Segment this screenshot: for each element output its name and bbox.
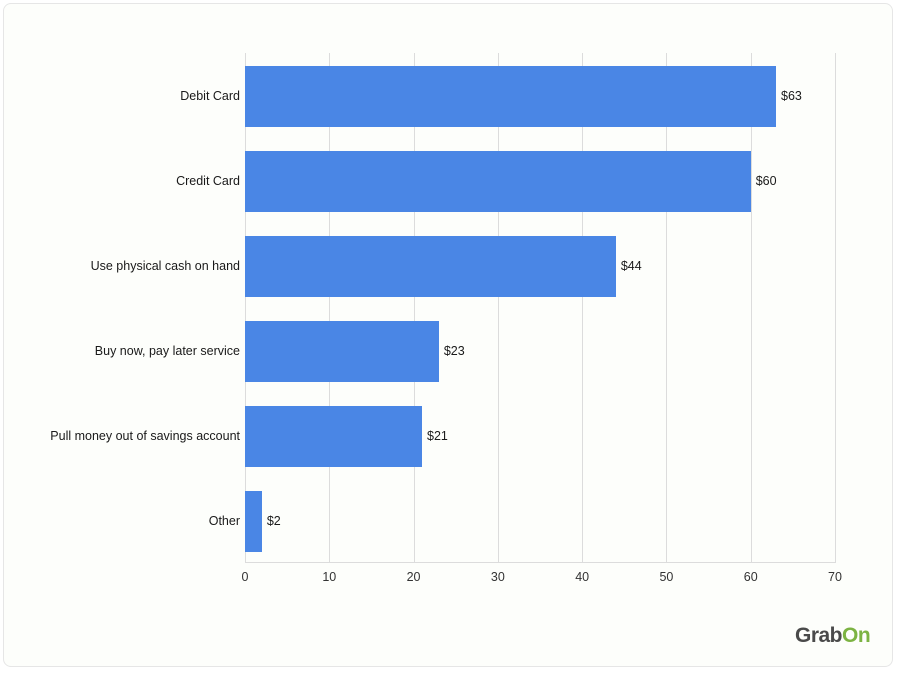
category-label: Other [208,514,240,528]
bar-value-label: $63 [781,89,802,103]
gridline [497,53,499,563]
x-tick-label: 70 [828,570,842,584]
x-axis-line [245,562,835,563]
gridline [582,53,584,563]
bar [245,321,439,382]
grabon-logo: GrabOn [795,624,871,647]
x-tick-label: 0 [241,570,249,584]
x-tick-label: 50 [659,570,674,584]
bar-value-label: $44 [620,259,642,273]
category-label: Use physical cash on hand [90,259,240,273]
bar [245,406,422,467]
bar [245,151,751,212]
bar [245,236,616,297]
bar-value-label: $60 [755,174,777,188]
bar [245,66,776,127]
x-tick-label: 30 [490,570,505,584]
x-tick-label: 60 [743,570,758,584]
category-label: Debit Card [180,89,240,103]
bar-value-label: $2 [266,514,281,528]
category-label: Buy now, pay later service [94,344,240,358]
bar-value-label: $21 [427,429,448,443]
category-label: Credit Card [176,174,240,188]
gridline [750,53,752,563]
gridline [329,53,331,563]
category-label: Pull money out of savings account [50,429,240,443]
gridline [245,53,246,563]
bar [245,491,262,552]
gridline [835,53,836,563]
gridline [413,53,415,563]
x-tick-label: 10 [322,570,337,584]
x-tick-label: 20 [406,570,421,584]
gridline [666,53,668,563]
plot-area: $63 $60 $44 $23 $21 $2 [245,53,836,563]
bar-value-label: $23 [443,344,465,358]
x-tick-label: 40 [575,570,590,584]
